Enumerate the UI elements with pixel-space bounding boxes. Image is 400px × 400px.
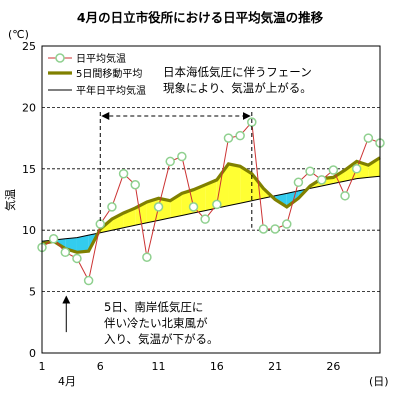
data-point (177, 151, 187, 162)
y-tick-label: 10 (22, 224, 36, 237)
data-point (188, 202, 199, 212)
data-point (235, 130, 245, 141)
data-point (212, 199, 222, 210)
data-point (363, 133, 374, 143)
legend-marker-daily (55, 53, 65, 63)
annotation-text-cold: 5日、南岸低気圧に (104, 300, 203, 314)
data-point (328, 165, 339, 175)
anomaly-fill (216, 163, 229, 209)
legend-label-moving-average: 5日間移動平均 (76, 67, 142, 80)
data-point (293, 177, 304, 188)
anomaly-fill (368, 157, 380, 178)
annotation-text-foehn: 現象により、気温が上がる。 (163, 81, 312, 95)
data-point (48, 234, 59, 244)
data-point (223, 133, 234, 143)
data-point (142, 252, 152, 262)
y-unit-label: (℃) (8, 28, 29, 41)
y-tick-label: 15 (22, 163, 36, 176)
data-point (83, 275, 94, 286)
annotation-text-foehn: 日本海低気圧に伴うフェーン (163, 65, 312, 79)
anomaly-fill (240, 166, 252, 204)
y-axis: 0 5 10 15 20 25 気温 (3, 40, 36, 360)
y-tick-label: 20 (22, 101, 36, 114)
data-point (340, 191, 350, 201)
y-tick-label: 0 (29, 347, 36, 360)
plot-area (37, 107, 385, 293)
data-point (270, 224, 280, 234)
y-axis-label: 気温 (3, 189, 17, 211)
data-point (282, 219, 292, 229)
month-label: 4月 (58, 375, 76, 388)
legend-label-normal: 平年日平均気温 (76, 84, 146, 97)
data-point (118, 168, 129, 179)
plot-frame (41, 45, 381, 354)
data-point (130, 180, 140, 190)
x-tick-label: 26 (326, 360, 340, 373)
x-tick-label: 11 (152, 360, 166, 373)
data-point (200, 214, 210, 224)
x-tick-label: 1 (39, 360, 46, 373)
x-axis: 1 6 11 16 21 26 (39, 360, 341, 373)
data-point (60, 247, 71, 258)
x-tick-label: 21 (268, 360, 282, 373)
legend-label-daily: 日平均気温 (76, 52, 126, 65)
data-point (165, 156, 175, 167)
x-tick-label: 6 (97, 360, 104, 373)
data-point (107, 202, 117, 212)
data-point (316, 175, 327, 185)
annotation-text-cold: 伴い冷たい北東風が (104, 316, 208, 330)
x-tick-label: 16 (210, 360, 224, 373)
chart-title: 4月の日立市役所における日平均気温の推移 (77, 10, 324, 25)
data-point (72, 253, 82, 264)
data-point (258, 224, 269, 234)
y-tick-label: 25 (22, 40, 36, 53)
anomaly-fill (228, 163, 241, 206)
annotation-text-cold: 入り、気温が下がる。 (104, 332, 219, 346)
data-point (153, 202, 164, 212)
anomaly-fill (111, 213, 124, 231)
y-tick-label: 5 (29, 286, 36, 299)
anomaly-fill (76, 235, 89, 253)
anomaly-fill (251, 173, 264, 201)
x-unit-label: (日) (369, 375, 389, 388)
data-point (351, 164, 362, 174)
data-point (305, 166, 315, 177)
